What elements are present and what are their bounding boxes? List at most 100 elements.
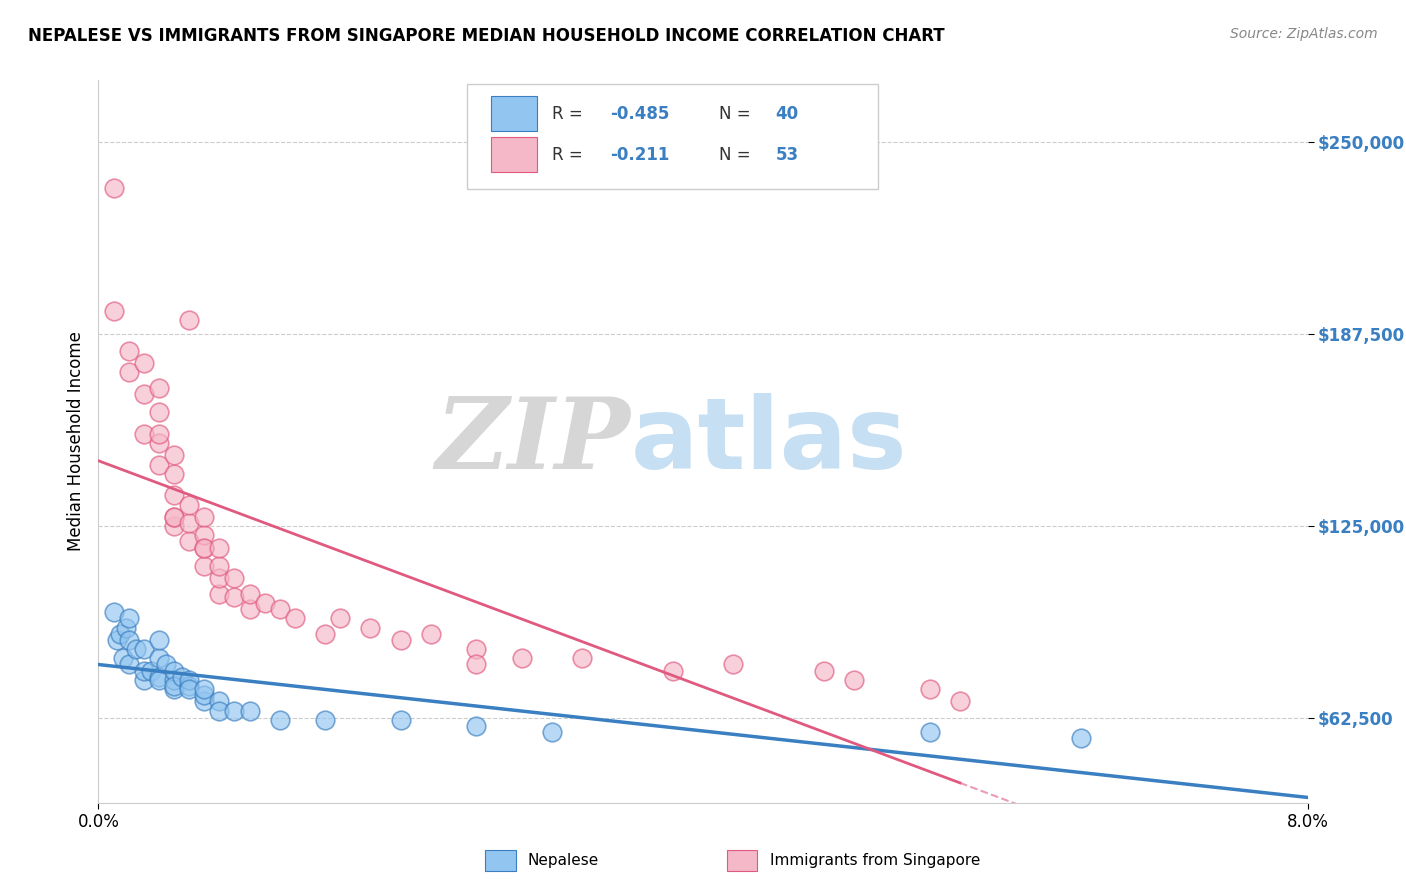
Point <box>844 673 866 687</box>
Point <box>179 681 201 696</box>
Point <box>148 405 170 419</box>
Text: Source: ZipAtlas.com: Source: ZipAtlas.com <box>1230 27 1378 41</box>
Point <box>193 559 215 574</box>
Point <box>224 704 246 718</box>
Text: Nepalese: Nepalese <box>527 853 599 868</box>
Point <box>163 449 186 463</box>
Point <box>163 509 186 524</box>
Point <box>723 657 745 672</box>
Point <box>163 681 186 696</box>
Point <box>360 621 382 635</box>
Text: R =: R = <box>551 145 588 164</box>
Point <box>118 611 141 625</box>
Point <box>108 626 131 640</box>
Text: -0.485: -0.485 <box>610 104 669 122</box>
Point <box>269 713 291 727</box>
Point <box>239 587 262 601</box>
Point <box>148 673 170 687</box>
Text: N =: N = <box>718 145 755 164</box>
Bar <box>492 96 537 131</box>
Point <box>269 602 291 616</box>
FancyBboxPatch shape <box>467 84 879 189</box>
Point <box>118 343 141 358</box>
Point <box>118 657 141 672</box>
Point <box>193 688 215 702</box>
Text: 40: 40 <box>776 104 799 122</box>
Point <box>148 458 170 472</box>
Text: -0.211: -0.211 <box>610 145 669 164</box>
Point <box>148 632 170 647</box>
Point <box>239 602 262 616</box>
Point <box>329 611 352 625</box>
Point <box>148 426 170 441</box>
Point <box>163 519 186 533</box>
Point <box>111 651 134 665</box>
Point <box>540 725 562 739</box>
Point <box>1070 731 1092 746</box>
Point <box>193 528 215 542</box>
Point <box>193 509 215 524</box>
Point <box>949 694 972 708</box>
Point <box>918 681 941 696</box>
Point <box>465 719 488 733</box>
Point <box>208 571 231 585</box>
Point <box>163 664 186 678</box>
Point <box>918 725 941 739</box>
Point <box>105 632 128 647</box>
Point <box>813 664 835 678</box>
Point <box>114 621 136 635</box>
Point <box>148 670 170 684</box>
Point <box>179 534 201 549</box>
Point <box>132 356 155 370</box>
Point <box>193 694 215 708</box>
Point <box>132 664 155 678</box>
Point <box>148 436 170 450</box>
Point <box>179 673 201 687</box>
Point <box>661 664 683 678</box>
Point <box>510 651 533 665</box>
Text: NEPALESE VS IMMIGRANTS FROM SINGAPORE MEDIAN HOUSEHOLD INCOME CORRELATION CHART: NEPALESE VS IMMIGRANTS FROM SINGAPORE ME… <box>28 27 945 45</box>
Bar <box>485 850 516 871</box>
Point <box>163 467 186 481</box>
Point <box>141 664 163 678</box>
Point <box>208 587 231 601</box>
Point <box>179 516 201 530</box>
Point <box>420 626 443 640</box>
Bar <box>727 850 758 871</box>
Point <box>208 694 231 708</box>
Point <box>314 626 336 640</box>
Text: R =: R = <box>551 104 588 122</box>
Text: 53: 53 <box>776 145 799 164</box>
Point <box>284 611 307 625</box>
Point <box>465 657 488 672</box>
Point <box>125 642 148 657</box>
Point <box>208 559 231 574</box>
Point <box>571 651 593 665</box>
Point <box>193 541 215 555</box>
Y-axis label: Median Household Income: Median Household Income <box>66 332 84 551</box>
Point <box>465 642 488 657</box>
Point <box>132 387 155 401</box>
Text: atlas: atlas <box>630 393 907 490</box>
Point <box>224 590 246 604</box>
Point <box>163 488 186 502</box>
Point <box>103 605 125 619</box>
Point <box>208 704 231 718</box>
Text: ZIP: ZIP <box>436 393 630 490</box>
Point <box>389 713 412 727</box>
Point <box>179 313 201 327</box>
Point <box>148 651 170 665</box>
Point <box>193 541 215 555</box>
Point <box>132 426 155 441</box>
Point <box>148 381 170 395</box>
Point <box>103 304 125 318</box>
Point <box>253 596 276 610</box>
Point <box>208 541 231 555</box>
Point <box>163 509 186 524</box>
Point <box>389 632 412 647</box>
Point <box>103 181 125 195</box>
Point <box>155 657 177 672</box>
Point <box>179 679 201 693</box>
Point <box>193 681 215 696</box>
Point <box>239 704 262 718</box>
